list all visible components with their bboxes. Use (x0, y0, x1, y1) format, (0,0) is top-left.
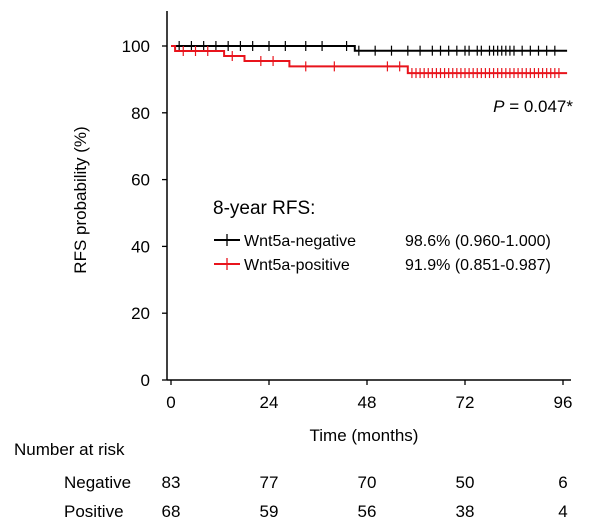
x-ticks: 0 24 48 72 96 (166, 380, 572, 412)
x-tick-label: 72 (456, 393, 475, 412)
p-value-text: = 0.047* (504, 97, 573, 116)
risk-value-negative: 70 (358, 473, 377, 492)
series-line-positive (171, 45, 568, 75)
risk-value-positive: 59 (260, 502, 279, 521)
y-tick-label: 0 (141, 371, 150, 390)
p-value-symbol: P (493, 97, 505, 116)
series-line-negative (171, 45, 568, 52)
legend-entry-negative: Wnt5a-negative 98.6% (0.960-1.000) (214, 233, 551, 250)
risk-value-negative: 83 (162, 473, 181, 492)
y-axis-label: RFS probability (%) (71, 126, 90, 273)
y-tick-label: 20 (131, 304, 150, 323)
y-tick-label: 100 (122, 37, 150, 56)
axes: 0 20 40 60 80 100 0 24 48 72 96 (122, 11, 572, 412)
risk-table-title: Number at risk (14, 440, 125, 459)
legend-label-positive: Wnt5a-positive (244, 257, 350, 274)
y-tick-label: 40 (131, 237, 150, 256)
risk-value-positive: 4 (558, 502, 567, 521)
risk-value-negative: 50 (456, 473, 475, 492)
legend: 8-year RFS: Wnt5a-negative 98.6% (0.960-… (213, 198, 551, 274)
risk-values: 83 77 70 50 6 68 59 56 38 4 (162, 473, 568, 521)
legend-entry-positive: Wnt5a-positive 91.9% (0.851-0.987) (214, 257, 551, 274)
risk-table: Number at risk Negative Positive 83 77 70 5… (14, 440, 568, 521)
x-axis-label: Time (months) (310, 426, 419, 445)
y-tick-label: 80 (131, 104, 150, 123)
legend-label-negative: Wnt5a-negative (244, 233, 356, 250)
x-tick-label: 24 (260, 393, 279, 412)
legend-value-positive: 91.9% (0.851-0.987) (405, 257, 551, 274)
risk-value-positive: 68 (162, 502, 181, 521)
y-ticks: 0 20 40 60 80 100 (122, 37, 167, 390)
x-tick-label: 0 (166, 393, 175, 412)
survival-curves (171, 41, 568, 79)
risk-value-negative: 6 (558, 473, 567, 492)
risk-value-positive: 38 (456, 502, 475, 521)
p-value-annotation: P = 0.047* (493, 97, 573, 116)
x-tick-label: 48 (358, 393, 377, 412)
y-tick-label: 60 (131, 171, 150, 190)
x-tick-label: 96 (554, 393, 573, 412)
risk-value-positive: 56 (358, 502, 377, 521)
risk-row-label-negative: Negative (64, 473, 131, 492)
risk-row-label-positive: Positive (64, 502, 124, 521)
legend-title: 8-year RFS: (213, 198, 315, 219)
risk-value-negative: 77 (260, 473, 279, 492)
legend-value-negative: 98.6% (0.960-1.000) (405, 233, 551, 250)
